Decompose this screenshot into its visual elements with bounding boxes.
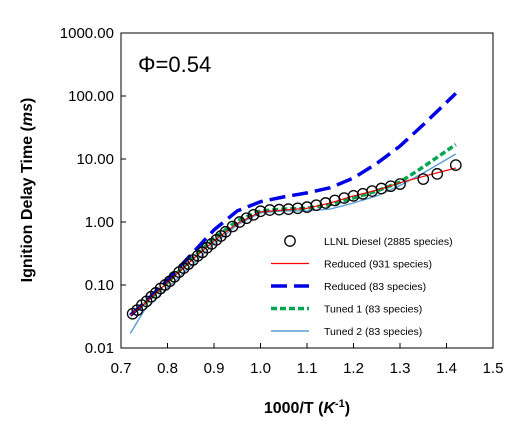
y-tick-label: 1.00 — [85, 214, 114, 231]
x-tick-label: 1.2 — [343, 360, 364, 377]
x-tick-label: 1.1 — [297, 360, 318, 377]
y-axis-title-unit: ms — [19, 103, 36, 126]
legend: LLNL Diesel (2885 species) Reduced (931 s… — [271, 235, 453, 338]
data-point — [449, 159, 462, 171]
y-tick-label: 100.00 — [68, 88, 114, 105]
x-tick-label: 1.5 — [483, 360, 504, 377]
legend-marker — [284, 235, 296, 247]
y-tick-label: 10.00 — [76, 151, 114, 168]
phi-annotation: Φ=0.54 — [138, 52, 211, 77]
y-tick-label: 1000.00 — [60, 25, 114, 42]
legend-label: LLNL Diesel (2885 species) — [324, 236, 453, 248]
legend-label: Tuned 1 (83 species) — [324, 304, 422, 316]
x-tick-label: 0.9 — [204, 360, 225, 377]
y-axis-title: Ignition Delay Time (ms) — [19, 98, 36, 283]
x-tick-label: 0.7 — [111, 360, 132, 377]
data-point — [431, 168, 444, 180]
y-tick-label: 0.10 — [85, 277, 114, 294]
data-point — [254, 205, 267, 218]
x-axis-title-suffix: ) — [345, 400, 350, 417]
data-point — [301, 201, 313, 214]
data-point — [273, 203, 285, 216]
x-axis-title-unit: K — [323, 400, 336, 417]
data-point — [263, 204, 276, 216]
x-tick-label: 1.0 — [250, 360, 271, 377]
data-point — [282, 203, 295, 215]
legend-label: Reduced (83 species) — [324, 281, 426, 293]
series-0 — [126, 159, 462, 320]
x-axis-title-exp: -1 — [335, 398, 345, 410]
data-point — [417, 173, 430, 185]
legend-label: Tuned 2 (83 species) — [324, 326, 422, 338]
x-axis-title: 1000/T (K-1) — [264, 398, 350, 417]
y-axis-title-prefix: Ignition Delay Time ( — [19, 125, 36, 282]
axis-ticks: 0.7 0.8 0.9 1.0 1.1 1.2 1.3 1.4 1.5 0.01 0.10 1.00 1… — [60, 25, 504, 377]
x-tick-label: 1.3 — [390, 360, 411, 377]
data-point — [291, 202, 304, 215]
data-point — [233, 216, 246, 228]
data-point — [247, 208, 260, 221]
plot-frame — [120, 32, 494, 349]
series-line — [129, 92, 458, 317]
data-point — [394, 178, 406, 190]
legend-label: Reduced (931 species) — [324, 259, 432, 271]
x-axis-title-prefix: 1000/T ( — [264, 400, 324, 417]
data-point — [240, 212, 253, 225]
x-tick-label: 0.8 — [157, 360, 178, 377]
series-layer — [126, 92, 462, 334]
y-tick-label: 0.01 — [85, 340, 114, 357]
x-tick-label: 1.4 — [436, 360, 457, 377]
y-axis-title-suffix: ) — [19, 98, 36, 103]
series-2 — [129, 92, 458, 317]
